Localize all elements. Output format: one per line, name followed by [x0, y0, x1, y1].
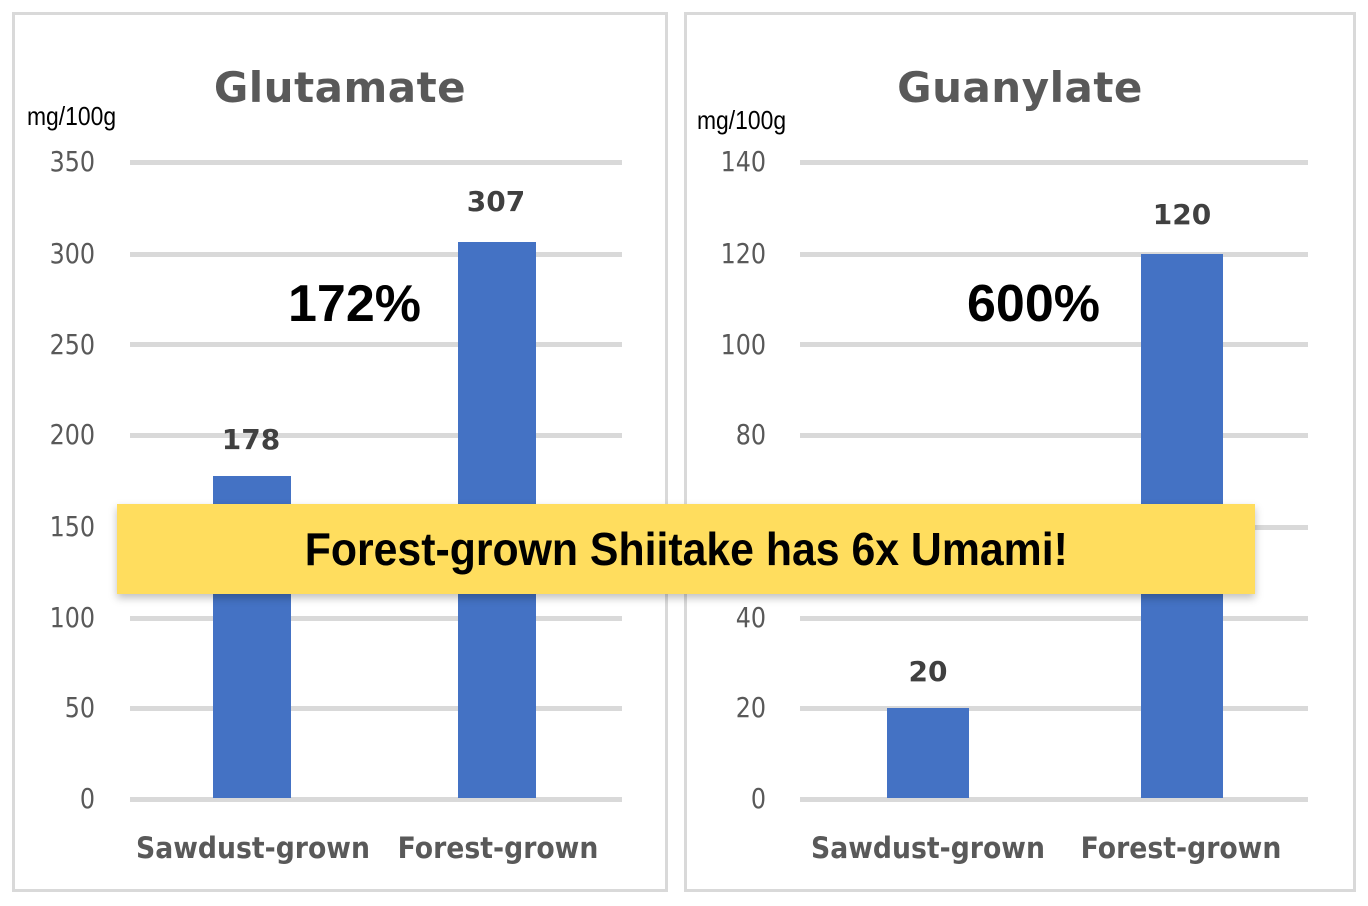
chart-title: Glutamate [213, 63, 467, 112]
y-tick: 80 [735, 418, 766, 451]
chart-title: Guanylate [897, 63, 1143, 112]
y-tick: 0 [750, 782, 766, 815]
y-tick: 300 [49, 237, 95, 270]
gridline-100 [800, 342, 1308, 347]
gridline-140 [800, 160, 1308, 165]
y-tick: 100 [720, 328, 766, 361]
data-label: 20 [908, 655, 948, 688]
gridline-0 [800, 797, 1308, 802]
y-tick: 40 [735, 601, 766, 634]
data-label: 120 [1152, 198, 1212, 231]
data-label: 178 [221, 423, 281, 456]
gridline-350 [130, 160, 622, 165]
data-label: 307 [466, 185, 526, 218]
gridline-20 [800, 706, 1308, 711]
x-category-label: Sawdust-grown [811, 831, 1045, 865]
gridline-200 [130, 433, 622, 438]
y-tick: 100 [49, 601, 95, 634]
y-tick: 200 [49, 418, 95, 451]
y-tick: 20 [735, 691, 766, 724]
x-category-label: Forest-grown [1080, 831, 1282, 865]
guanylate-plot-area [800, 160, 1308, 805]
headline-banner: Forest-grown Shiitake has 6x Umami! [117, 504, 1255, 594]
y-tick: 350 [49, 145, 95, 178]
y-tick: 250 [49, 328, 95, 361]
gridline-300 [130, 252, 622, 257]
y-tick: 0 [79, 782, 95, 815]
y-tick: 150 [49, 510, 95, 543]
percent-annotation: 172% [288, 275, 421, 333]
y-tick: 140 [720, 145, 766, 178]
gridline-100 [130, 616, 622, 621]
gridline-0 [130, 797, 622, 802]
gridline-120 [800, 252, 1308, 257]
banner-text: Forest-grown Shiitake has 6x Umami! [304, 523, 1068, 575]
glutamate-chart-panel: Glutamate [12, 12, 668, 892]
y-axis-unit-label: mg/100g [697, 105, 787, 135]
gridline-50 [130, 706, 622, 711]
y-axis-unit-label: mg/100g [27, 101, 117, 131]
glutamate-plot-area [130, 160, 622, 805]
y-tick: 50 [64, 691, 95, 724]
x-category-label: Sawdust-grown [136, 831, 370, 865]
percent-annotation: 600% [967, 275, 1100, 333]
gridline-40 [800, 616, 1308, 621]
y-tick: 120 [720, 237, 766, 270]
gridline-250 [130, 342, 622, 347]
gridline-80 [800, 433, 1308, 438]
guanylate-chart-panel: Guanylate [684, 12, 1356, 892]
bar-sawdust-grown [887, 708, 969, 798]
x-category-label: Forest-grown [397, 831, 599, 865]
